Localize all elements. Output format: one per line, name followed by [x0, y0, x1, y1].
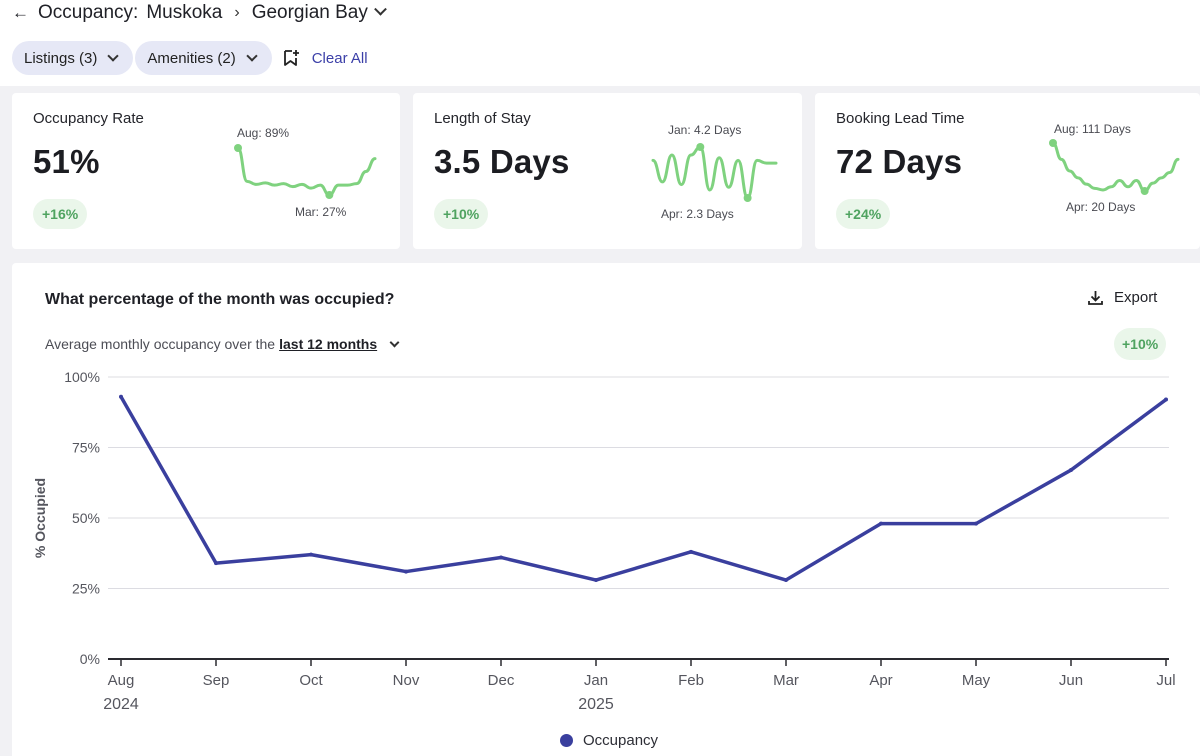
sparkline-path	[651, 145, 778, 200]
period-selector[interactable]: last 12 months	[279, 336, 378, 352]
sparkline-min-point	[1140, 187, 1149, 195]
breadcrumb-root: Occupancy:	[38, 2, 139, 23]
sparkline-max-point	[1049, 139, 1057, 147]
change-badge: +10%	[434, 199, 489, 229]
chevron-right-icon: ›	[234, 4, 240, 21]
occupancy-rate-card[interactable]: Occupancy Rate 51% +16% Aug: 89% Mar: 27…	[12, 93, 400, 249]
occupancy-sparkline	[234, 144, 377, 199]
data-point[interactable]	[784, 578, 788, 583]
sparkline-max-label: Jan: 4.2 Days	[668, 123, 742, 137]
legend-label: Occupancy	[583, 732, 659, 749]
data-point[interactable]	[309, 552, 313, 557]
sparkline-min-point	[325, 191, 334, 199]
data-point[interactable]	[689, 549, 693, 554]
y-tick-label: 0%	[80, 651, 100, 667]
export-button[interactable]: Export	[1087, 289, 1157, 306]
x-tick-label: Nov	[393, 672, 420, 689]
breadcrumb: ← Occupancy: Muskoka › Georgian Bay	[12, 2, 387, 24]
x-tick-label: Feb	[678, 672, 704, 689]
sparkline-max-label: Aug: 111 Days	[1054, 122, 1131, 136]
x-tick-label: Mar	[773, 672, 799, 689]
sparkline-min-label: Mar: 27%	[295, 205, 347, 219]
y-tick-label: 75%	[72, 440, 100, 456]
amenities-filter-label: Amenities (2)	[147, 49, 236, 67]
clear-all-link[interactable]: Clear All	[311, 49, 368, 67]
y-tick-label: 50%	[72, 510, 100, 526]
x-tick-label: Jan	[584, 672, 608, 689]
x-year-label: 2025	[578, 696, 614, 713]
breadcrumb-region[interactable]: Muskoka	[146, 2, 223, 23]
legend-swatch	[560, 734, 573, 747]
data-point[interactable]	[1164, 397, 1168, 402]
x-tick-label: May	[962, 672, 991, 689]
header: ← Occupancy: Muskoka › Georgian Bay List…	[0, 0, 1200, 86]
card-value: 72 Days	[836, 143, 963, 180]
chevron-down-icon	[246, 50, 258, 62]
length-of-stay-sparkline	[651, 143, 778, 202]
occupancy-line-chart: 0% 25% 50% 75% 100% % Occupied Aug Sep Oct Nov Dec…	[32, 369, 1176, 713]
chevron-down-icon	[107, 50, 120, 62]
x-tick-label: Jun	[1059, 672, 1083, 689]
export-label: Export	[1114, 289, 1158, 306]
listings-filter-label: Listings (3)	[24, 49, 98, 67]
series-line-occupancy	[119, 394, 1168, 582]
booking-lead-time-card[interactable]: Booking Lead Time 72 Days +24% Aug: 111 …	[815, 93, 1200, 249]
data-point[interactable]	[499, 555, 503, 560]
sparkline-max-label: Aug: 89%	[237, 126, 290, 140]
data-point[interactable]	[119, 394, 123, 399]
booking-lead-time-sparkline	[1049, 139, 1180, 195]
breadcrumb-subregion[interactable]: Georgian Bay	[251, 2, 368, 23]
sparkline-min-point	[743, 194, 752, 202]
sparkline-path	[236, 146, 377, 197]
x-tick-label: Jul	[1156, 672, 1175, 689]
card-value: 3.5 Days	[434, 143, 570, 180]
sparkline-min-label: Apr: 2.3 Days	[661, 207, 734, 221]
data-point[interactable]	[1069, 468, 1073, 473]
x-tick-label: Sep	[203, 672, 230, 689]
data-point[interactable]	[214, 561, 218, 566]
card-title: Occupancy Rate	[33, 110, 144, 127]
occupancy-chart-panel: What percentage of the month was occupie…	[12, 263, 1200, 756]
card-value: 51%	[33, 143, 100, 180]
amenities-filter-button[interactable]: Amenities (2)	[135, 41, 272, 75]
x-year-label: 2024	[103, 696, 139, 713]
sparkline-min-label: Apr: 20 Days	[1066, 200, 1136, 214]
sparkline-max-point	[696, 143, 705, 151]
chart-title: What percentage of the month was occupie…	[45, 291, 395, 308]
y-axis-label: % Occupied	[32, 478, 48, 558]
change-badge: +10%	[1114, 328, 1167, 360]
listings-filter-button[interactable]: Listings (3)	[12, 41, 134, 75]
chart-legend[interactable]: Occupancy	[560, 732, 658, 749]
x-tick-label: Apr	[869, 672, 892, 689]
bookmark-add-icon	[283, 50, 299, 66]
filter-bar: Listings (3) Amenities (2) Clear All	[12, 41, 368, 75]
card-title: Length of Stay	[434, 110, 531, 127]
chevron-down-icon[interactable]	[374, 2, 387, 16]
sparkline-max-point	[234, 144, 242, 152]
chart-subtitle: Average monthly occupancy over the last …	[45, 336, 400, 352]
y-tick-label: 100%	[64, 369, 100, 385]
x-tick-label: Dec	[488, 672, 515, 689]
sparkline-path	[1051, 141, 1180, 193]
x-tick-label: Aug	[108, 672, 135, 689]
data-point[interactable]	[974, 521, 978, 526]
x-tick-label: Oct	[299, 672, 323, 689]
subtitle-prefix: Average monthly occupancy over the	[45, 336, 276, 352]
data-point[interactable]	[404, 569, 408, 574]
data-point[interactable]	[594, 578, 598, 583]
data-point[interactable]	[879, 521, 883, 526]
y-tick-label: 25%	[72, 581, 100, 597]
download-icon	[1088, 291, 1103, 305]
save-filter-button[interactable]	[276, 43, 306, 73]
length-of-stay-card[interactable]: Length of Stay 3.5 Days +10% Jan: 4.2 Da…	[413, 93, 802, 249]
change-badge: +16%	[33, 199, 88, 229]
change-badge: +24%	[836, 199, 891, 229]
arrow-left-icon[interactable]: ←	[12, 3, 29, 22]
card-title: Booking Lead Time	[836, 110, 965, 127]
